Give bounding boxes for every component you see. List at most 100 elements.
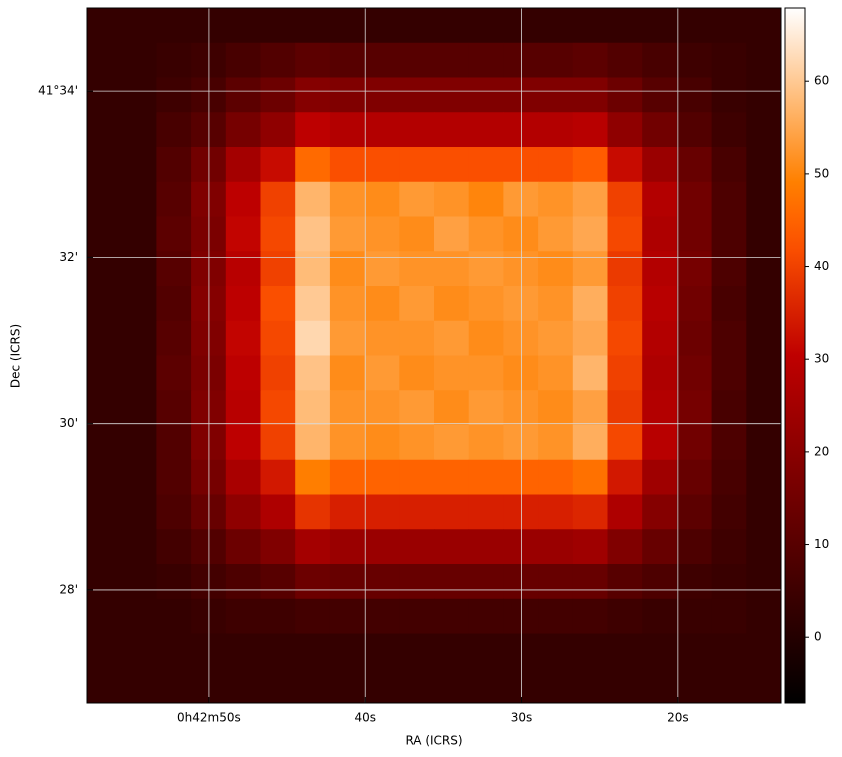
cell [468,633,504,669]
cell [364,598,400,634]
cell [87,425,123,461]
cell [676,598,713,634]
cell [711,286,747,322]
cell [156,459,192,495]
cell [538,598,574,634]
cell [225,633,261,669]
cell [746,668,782,704]
cell [538,425,574,461]
cell [642,494,678,530]
y-tick-label: 30' [59,416,78,430]
cell [468,320,504,356]
cell [329,598,366,634]
cell [676,42,713,78]
cell [225,494,261,530]
cell [711,320,747,356]
cell [399,181,435,217]
cell [642,459,678,495]
cell [468,564,504,600]
cell [260,286,296,322]
cell [538,390,574,426]
cell [642,564,678,600]
cell [156,251,192,287]
cell [746,494,782,530]
cell [711,598,747,634]
cell [642,181,678,217]
cell [434,8,470,44]
cell [642,216,678,252]
cell [434,320,470,356]
cell [156,494,192,530]
cell [642,425,678,461]
cell [329,355,366,391]
cell [121,564,157,600]
cell [260,251,296,287]
cell [87,633,123,669]
cell [399,8,435,44]
cell [329,181,366,217]
cell [225,77,261,113]
cell [642,251,678,287]
cell [468,251,504,287]
cell [399,459,435,495]
cell [572,668,608,704]
cell [295,181,331,217]
cell [711,77,747,113]
cell [642,668,678,704]
cell [468,8,504,44]
cell [642,390,678,426]
cell [676,286,713,322]
cell [156,529,192,565]
cell [468,390,504,426]
cell [260,216,296,252]
cell [711,633,747,669]
cell [364,8,400,44]
cell [676,390,713,426]
cell [572,633,608,669]
cell [225,668,261,704]
cell [572,459,608,495]
cell [329,425,366,461]
cell [225,459,261,495]
cell [538,77,574,113]
cell [399,216,435,252]
colorbar-tick-label: 50 [814,166,829,180]
cell [399,668,435,704]
cell [295,529,331,565]
cell [156,564,192,600]
cell [364,564,400,600]
cell [434,425,470,461]
cell [260,8,296,44]
cell [260,77,296,113]
cell [295,390,331,426]
cell [364,633,400,669]
cell [364,181,400,217]
cell [156,147,192,183]
cell [121,633,157,669]
cell [156,286,192,322]
cell [156,355,192,391]
cell [121,425,157,461]
cell [225,320,261,356]
cell [329,529,366,565]
cell [468,216,504,252]
cell [329,633,366,669]
cell [434,633,470,669]
cell [711,529,747,565]
cell [364,390,400,426]
cell [676,425,713,461]
cell [538,42,574,78]
cell [572,564,608,600]
cell [225,8,261,44]
cell [468,459,504,495]
cell [225,251,261,287]
cell [607,147,643,183]
cell [572,8,608,44]
cell [260,564,296,600]
cell [87,564,123,600]
cell [434,564,470,600]
cell [364,77,400,113]
cell [399,564,435,600]
cell [746,425,782,461]
cell [121,390,157,426]
